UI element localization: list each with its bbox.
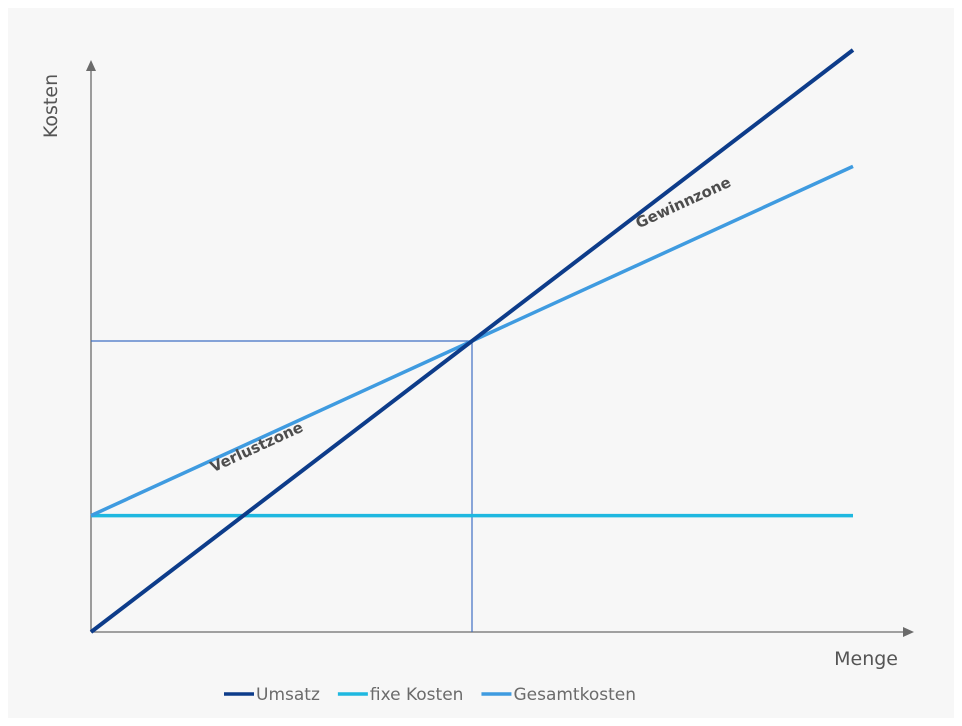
y-axis-arrow — [86, 60, 96, 71]
chart-card — [8, 8, 954, 718]
series-line-umsatz — [89, 48, 855, 634]
legend-label-gesamtkosten: Gesamtkosten — [513, 685, 636, 705]
zone-label-verlustzone: Verlustzone — [207, 418, 306, 476]
x-axis-arrow — [903, 627, 914, 637]
y-axis-title: Kosten — [40, 74, 62, 138]
axes — [86, 60, 914, 637]
series-lines — [89, 48, 855, 634]
legend-label-fixe-kosten: fixe Kosten — [370, 685, 464, 705]
x-axis-title: Menge — [834, 648, 898, 670]
legend-label-umsatz: Umsatz — [256, 685, 320, 705]
legend: Umsatz fixe Kosten Gesamtkosten — [224, 685, 636, 705]
break-even-guides — [91, 340, 473, 632]
